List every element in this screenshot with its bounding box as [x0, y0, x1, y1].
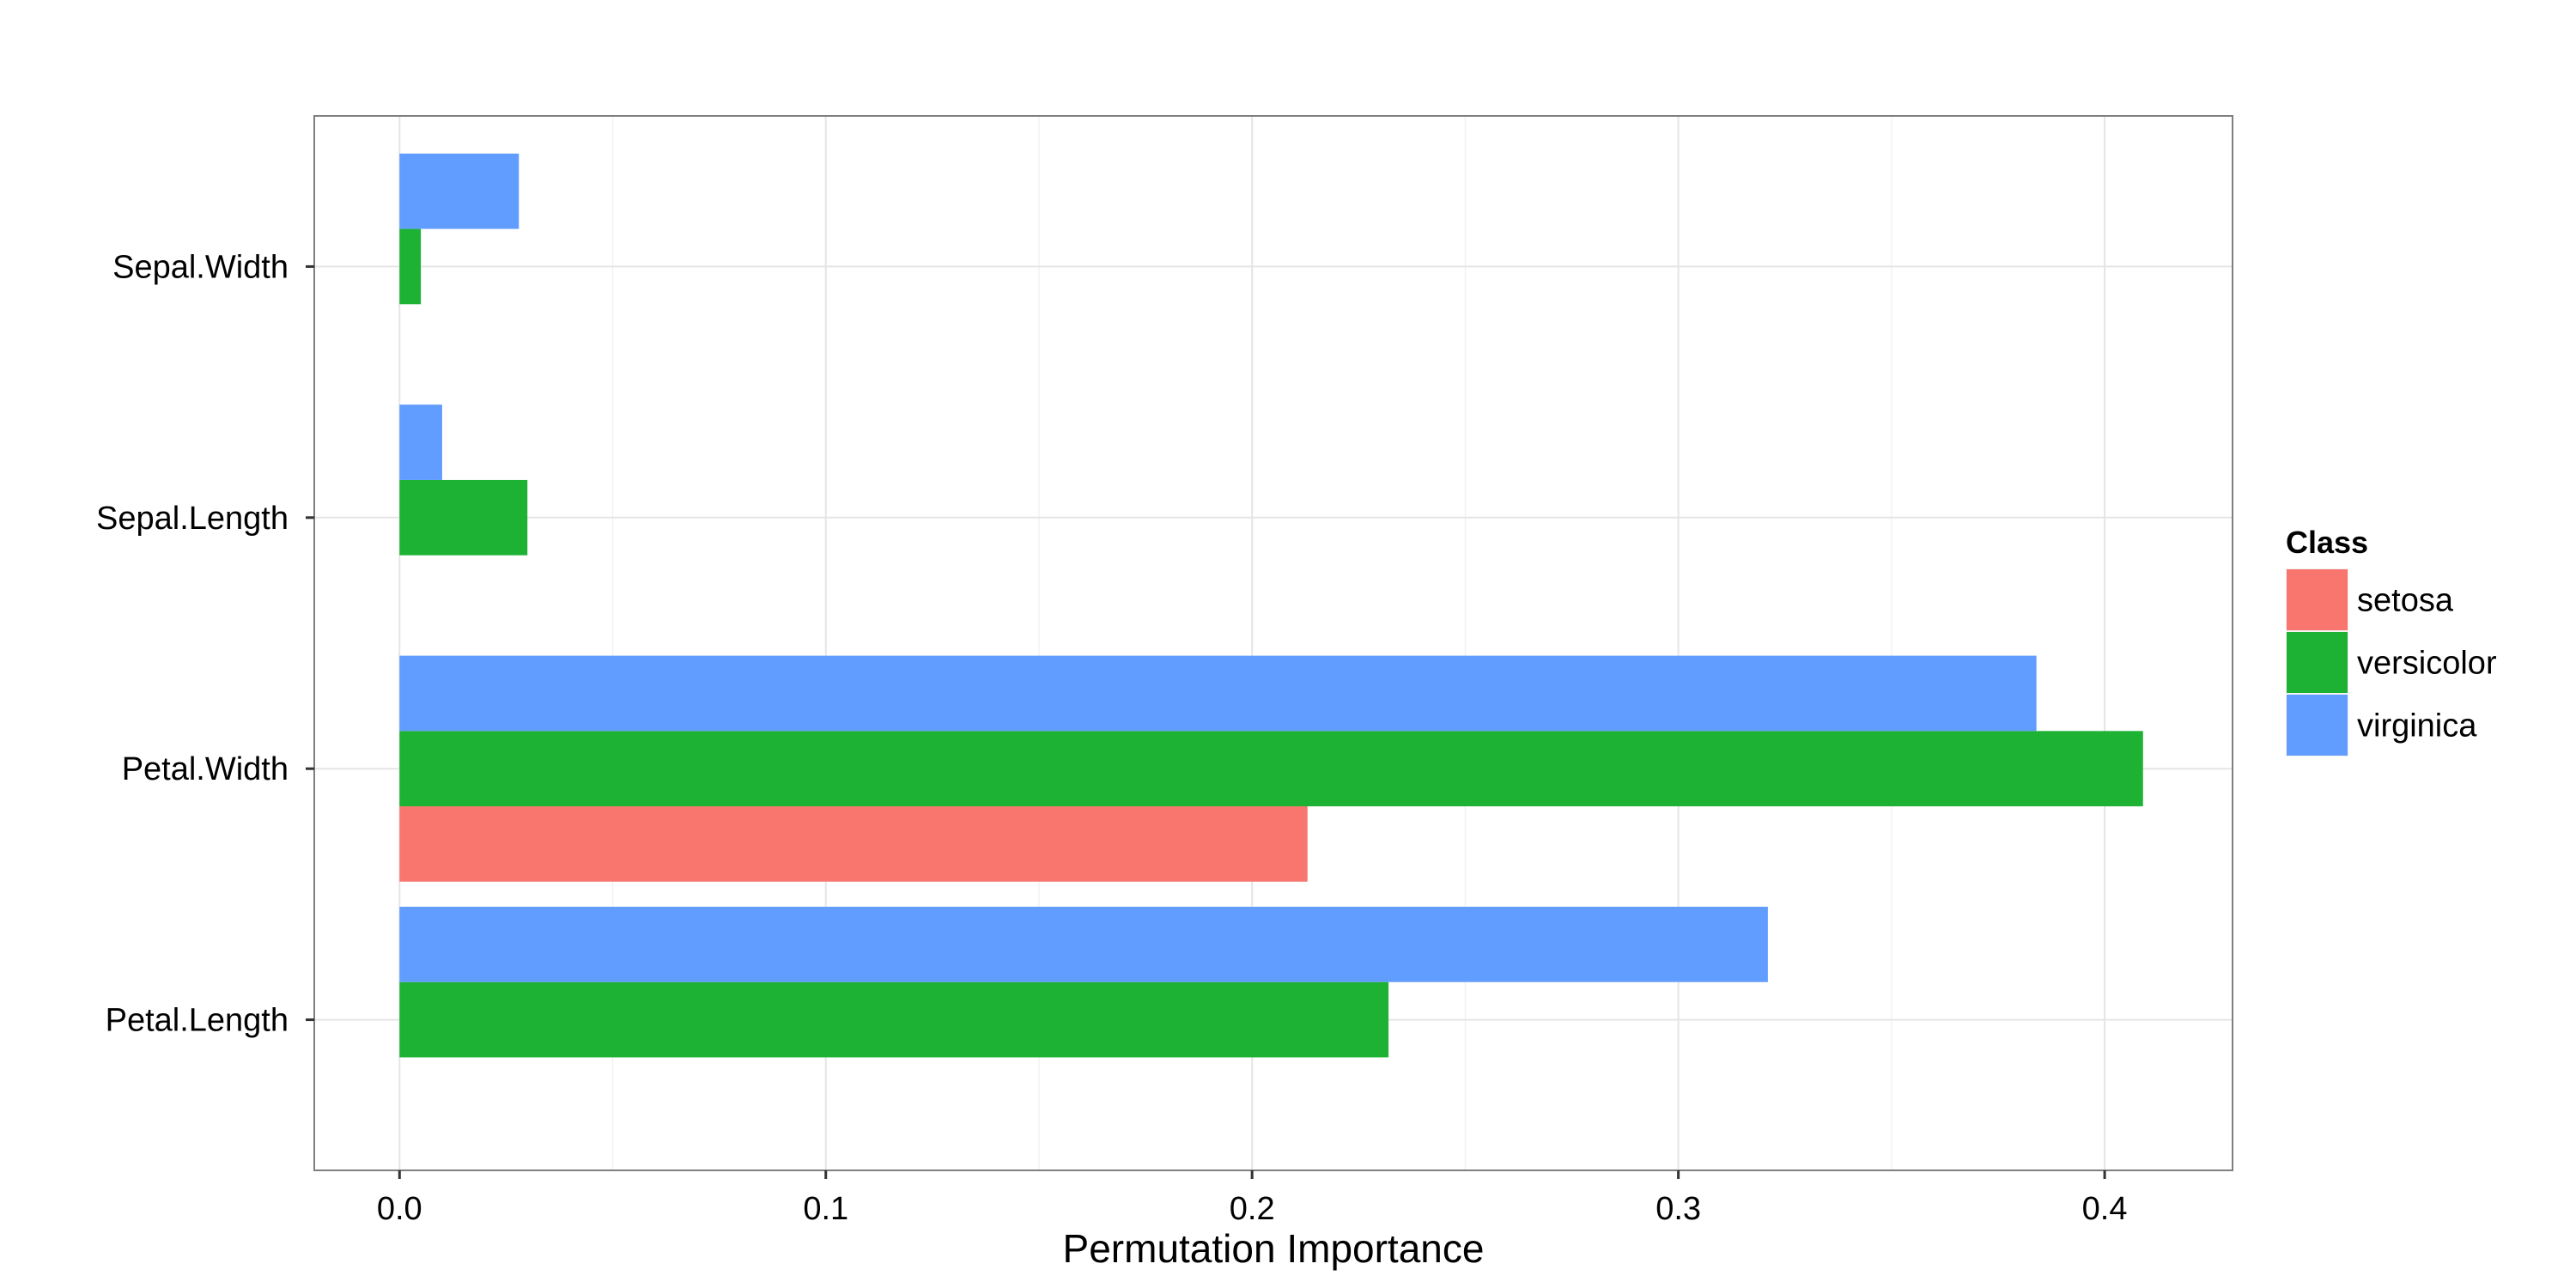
- bar-virginica-sepal-length: [399, 404, 442, 480]
- legend-key-virginica: [2287, 695, 2348, 756]
- bars: [399, 153, 2143, 1058]
- bar-versicolor-petal-width: [399, 731, 2143, 807]
- x-tick-label: 0.3: [1656, 1191, 1701, 1227]
- bar-virginica-petal-length: [399, 907, 1768, 982]
- legend-label-virginica: virginica: [2357, 708, 2477, 744]
- bar-versicolor-sepal-length: [399, 479, 528, 556]
- bar-virginica-sepal-width: [399, 153, 519, 229]
- legend: Class setosa versicolor virginica: [2286, 525, 2497, 756]
- bar-virginica-petal-width: [399, 655, 2037, 732]
- bar-versicolor-sepal-width: [399, 228, 422, 305]
- x-tick-label: 0.0: [377, 1191, 422, 1227]
- legend-title: Class: [2286, 525, 2368, 560]
- legend-label-setosa: setosa: [2357, 583, 2454, 619]
- plot-panel-border: [313, 115, 2233, 1171]
- legend-label-versicolor: versicolor: [2357, 646, 2497, 682]
- y-tick-label: Sepal.Length: [96, 501, 289, 537]
- bar-versicolor-petal-length: [399, 981, 1389, 1058]
- y-tick-label: Sepal.Width: [112, 249, 289, 285]
- y-tick-label: Petal.Length: [106, 1003, 289, 1039]
- axes: 0.0 0.1 0.2 0.3 0.4 Petal.Length Petal.Width Se…: [96, 249, 2127, 1227]
- x-axis-title: Permutation Importance: [1063, 1226, 1485, 1271]
- y-tick-label: Petal.Width: [122, 751, 289, 787]
- x-tick-label: 0.4: [2082, 1191, 2128, 1227]
- legend-key-setosa: [2287, 569, 2348, 630]
- x-tick-label: 0.1: [803, 1191, 848, 1227]
- bar-setosa-petal-width: [399, 806, 1308, 882]
- x-tick-label: 0.2: [1230, 1191, 1275, 1227]
- legend-key-versicolor: [2287, 632, 2348, 693]
